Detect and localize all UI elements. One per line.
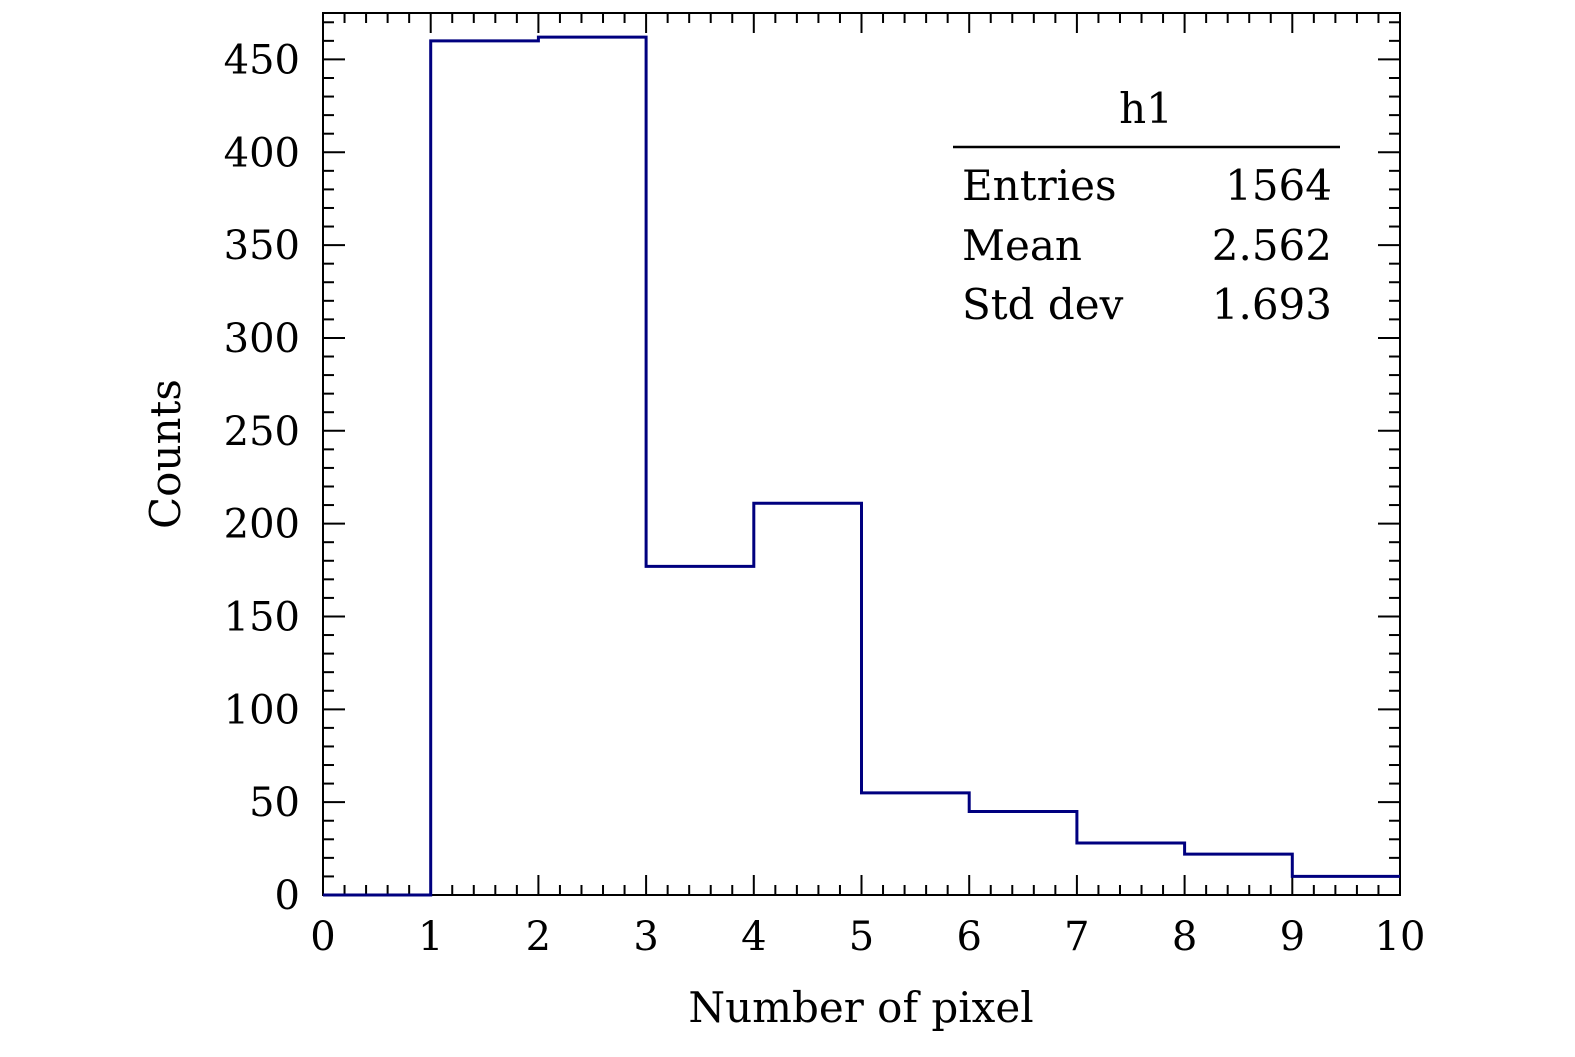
- histogram-bin: [754, 503, 862, 895]
- x-tick-label: 5: [849, 914, 874, 960]
- y-tick-label: 100: [224, 687, 300, 733]
- histogram-bin: [969, 811, 1077, 895]
- y-tick-label: 350: [224, 223, 300, 269]
- x-tick-label: 2: [526, 914, 551, 960]
- y-tick-label: 50: [249, 780, 300, 826]
- x-axis-title: Number of pixel: [688, 983, 1033, 1032]
- histogram-series: [323, 35, 1400, 897]
- histogram-bin: [646, 566, 754, 895]
- x-tick-label: 1: [418, 914, 443, 960]
- stats-value-std-dev: 1.693: [1212, 280, 1332, 329]
- stats-value-entries: 1564: [1225, 161, 1332, 210]
- stats-label-mean: Mean: [962, 221, 1082, 270]
- axis-ticks: [322, 13, 1401, 896]
- histogram-bin: [1077, 843, 1185, 895]
- y-tick-label: 250: [224, 409, 300, 455]
- stats-label-entries: Entries: [962, 161, 1117, 210]
- y-axis-title: Counts: [141, 379, 190, 529]
- stats-label-std-dev: Std dev: [962, 280, 1124, 329]
- x-tick-label: 3: [633, 914, 658, 960]
- stats-box: h1 Entries 1564 Mean 2.562 Std dev 1.693: [953, 84, 1340, 329]
- stats-value-mean: 2.562: [1212, 221, 1332, 270]
- y-tick-label: 400: [224, 130, 300, 176]
- stats-title: h1: [1119, 84, 1173, 133]
- histogram-bin: [538, 37, 646, 895]
- histogram-bin: [1185, 854, 1293, 895]
- histogram-bin: [431, 41, 539, 895]
- x-tick-label: 0: [310, 914, 335, 960]
- x-tick-label: 6: [956, 914, 981, 960]
- y-tick-label: 0: [275, 873, 300, 919]
- x-tick-label: 8: [1172, 914, 1197, 960]
- histogram-bin: [1292, 876, 1400, 895]
- x-tick-label: 10: [1375, 914, 1426, 960]
- x-tick-label: 4: [741, 914, 766, 960]
- histogram-outline: [323, 35, 1400, 897]
- y-tick-label: 150: [224, 594, 300, 640]
- y-tick-label: 450: [224, 37, 300, 83]
- y-tick-label: 200: [224, 502, 300, 548]
- x-tick-label: 9: [1280, 914, 1305, 960]
- y-tick-label: 300: [224, 316, 300, 362]
- x-tick-label: 7: [1064, 914, 1089, 960]
- histogram-bin: [862, 793, 970, 895]
